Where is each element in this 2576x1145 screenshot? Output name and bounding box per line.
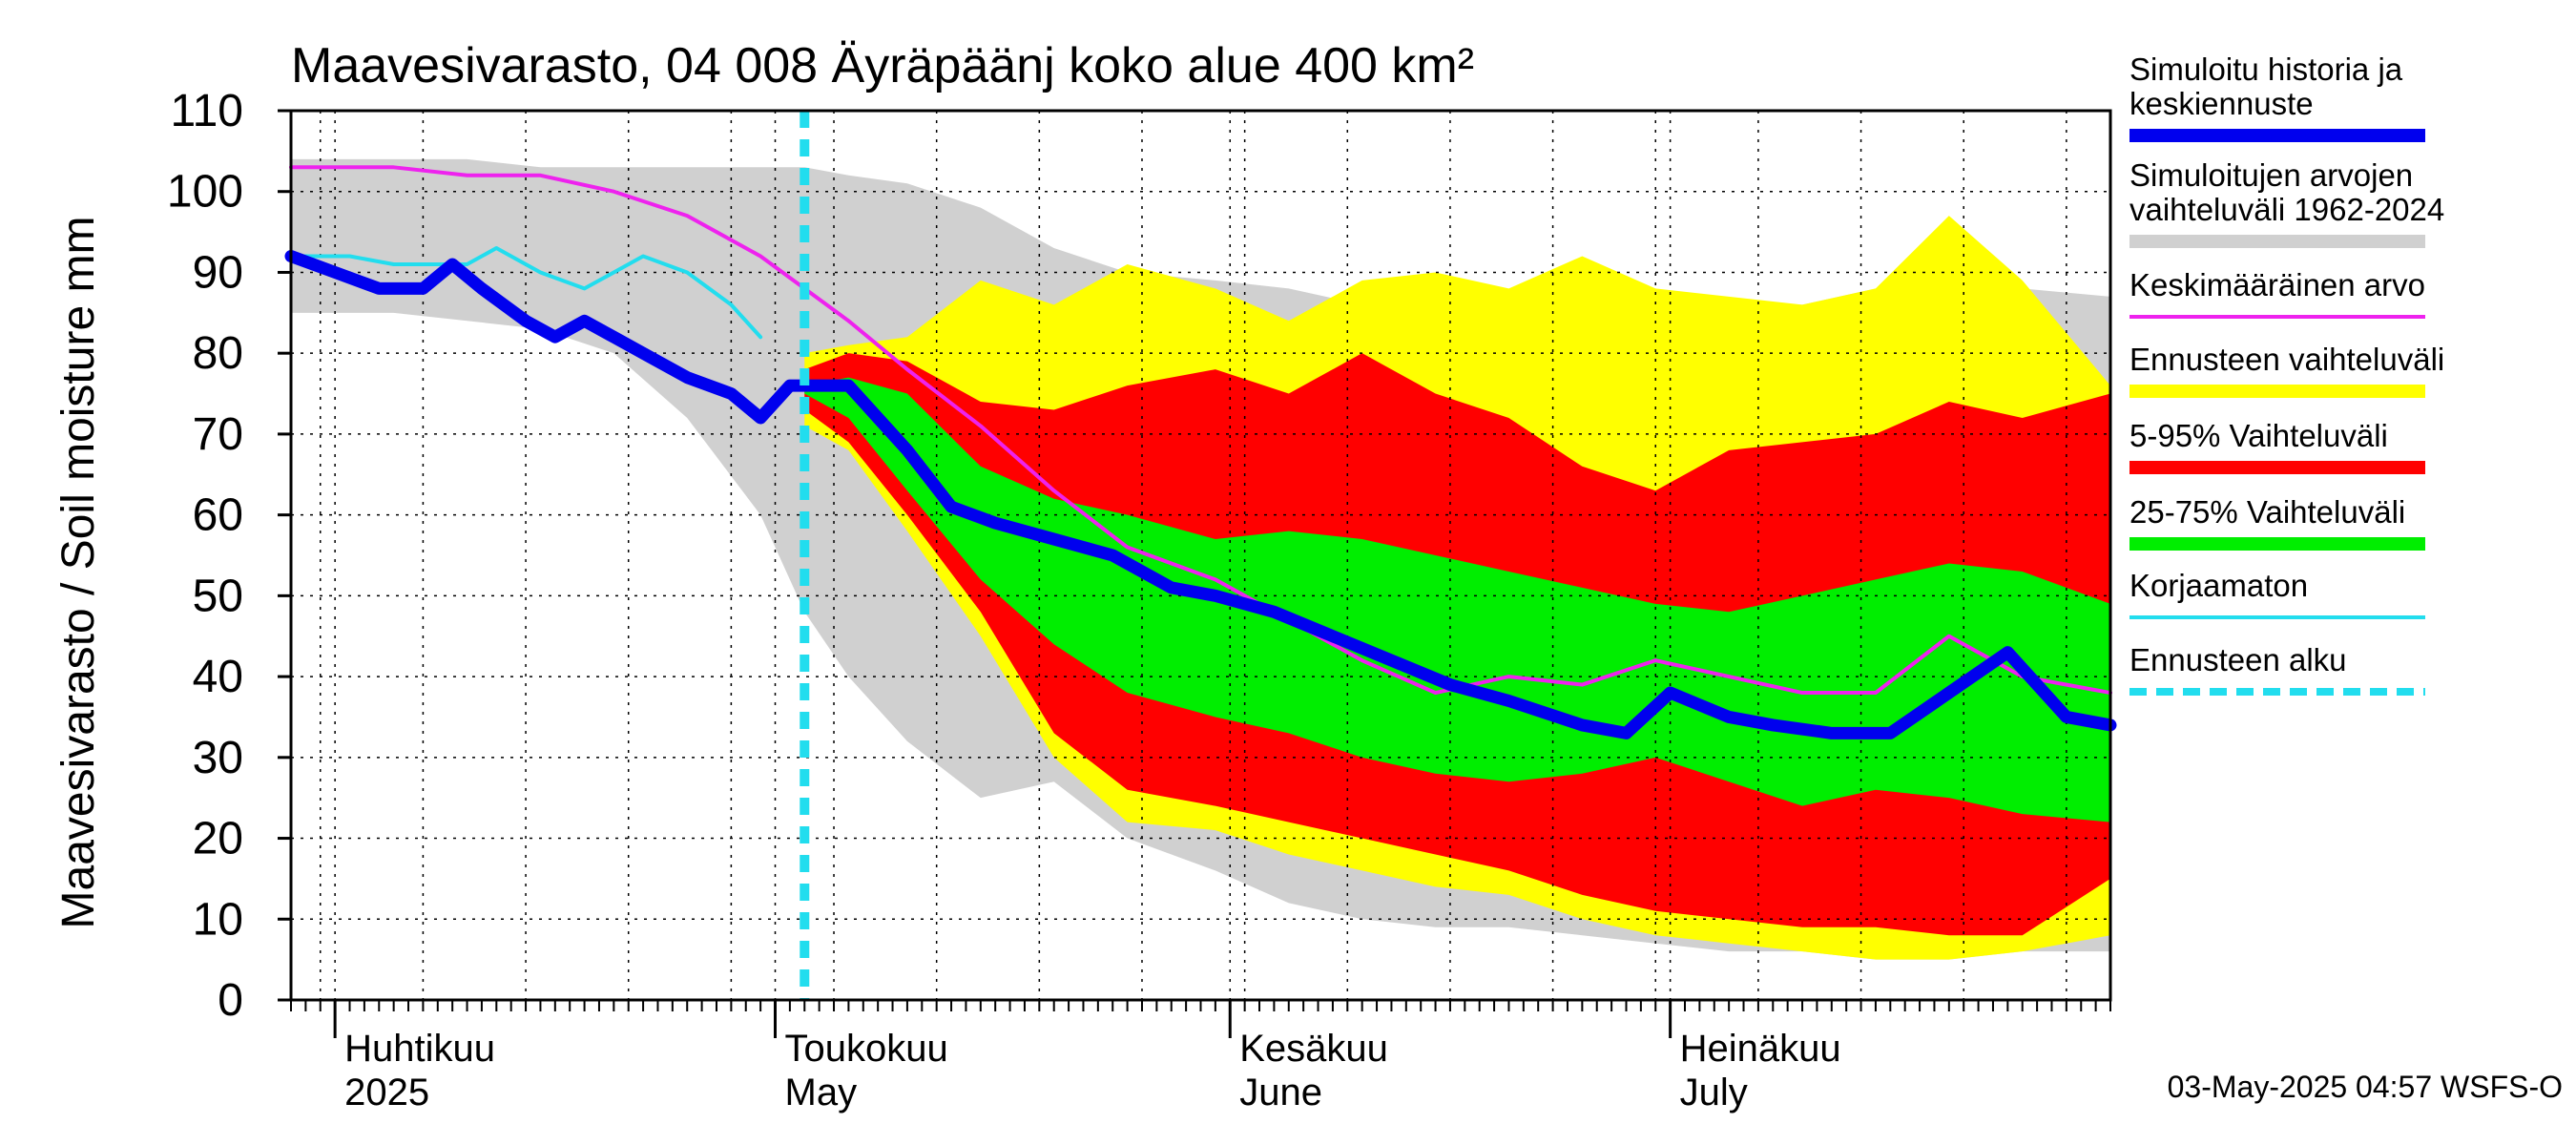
chart-title: Maavesivarasto, 04 008 Äyräpäänj koko al… bbox=[291, 38, 1474, 94]
x-month-sublabel: 2025 bbox=[344, 1072, 429, 1114]
y-tick-label: 40 bbox=[193, 652, 243, 702]
legend-label-line: Keskimääräinen arvo bbox=[2129, 267, 2425, 302]
y-tick-label: 110 bbox=[170, 86, 243, 136]
band-3 bbox=[804, 377, 2110, 822]
x-month-label: Kesäkuu bbox=[1239, 1028, 1388, 1070]
legend-label-line: keskiennuste bbox=[2129, 86, 2314, 121]
legend-label-6: Korjaamaton bbox=[2129, 568, 2308, 603]
y-tick-label: 30 bbox=[193, 733, 243, 783]
legend-label-line: Ennusteen vaihteluväli bbox=[2129, 342, 2444, 377]
legend: Simuloitu historia ja keskiennusteSimuloi… bbox=[2129, 52, 2444, 696]
x-month-sublabel: June bbox=[1239, 1072, 1322, 1114]
x-month-label: Heinäkuu bbox=[1680, 1028, 1841, 1070]
y-tick-label: 80 bbox=[193, 328, 243, 379]
legend-label-4: 5-95% Vaihteluväli bbox=[2129, 418, 2388, 453]
series-line-1 bbox=[289, 246, 763, 340]
timestamp-footer: 03-May-2025 04:57 WSFS-O bbox=[2168, 1070, 2563, 1104]
x-month-label: Toukokuu bbox=[785, 1028, 948, 1070]
legend-label-7: Ennusteen alku bbox=[2129, 642, 2347, 677]
y-tick-label: 20 bbox=[193, 814, 243, 864]
y-axis-label: Maavesivarasto / Soil moisture mm bbox=[53, 217, 104, 929]
legend-label-0: Simuloitu historia ja keskiennuste bbox=[2129, 52, 2403, 121]
y-tick-label: 100 bbox=[167, 167, 243, 218]
x-month-sublabel: May bbox=[785, 1072, 858, 1114]
y-tick-label: 10 bbox=[193, 894, 243, 945]
legend-label-5: 25-75% Vaihteluväli bbox=[2129, 494, 2405, 530]
legend-label-line: Simuloitu historia ja bbox=[2129, 52, 2403, 87]
y-tick-label: 50 bbox=[193, 571, 243, 621]
y-tick-label: 0 bbox=[218, 975, 243, 1026]
legend-label-line: vaihteluväli 1962-2024 bbox=[2129, 192, 2444, 227]
legend-label-3: Ennusteen vaihteluväli bbox=[2129, 342, 2444, 377]
x-month-label: Huhtikuu bbox=[344, 1028, 495, 1070]
series-line-2 bbox=[284, 250, 2117, 739]
lines-layer bbox=[284, 111, 2117, 1000]
y-tick-label: 70 bbox=[193, 409, 243, 460]
legend-label-1: Simuloitujen arvojen vaihteluväli 1962-20… bbox=[2129, 157, 2444, 227]
x-month-sublabel: July bbox=[1680, 1072, 1748, 1114]
legend-label-2: Keskimääräinen arvo bbox=[2129, 267, 2425, 302]
legend-label-line: 5-95% Vaihteluväli bbox=[2129, 418, 2388, 453]
series-line-0 bbox=[289, 165, 2112, 696]
legend-label-line: Simuloitujen arvojen bbox=[2129, 157, 2413, 193]
legend-label-line: Ennusteen alku bbox=[2129, 642, 2347, 677]
y-tick-label: 90 bbox=[193, 247, 243, 298]
legend-label-line: 25-75% Vaihteluväli bbox=[2129, 494, 2405, 530]
legend-label-line: Korjaamaton bbox=[2129, 568, 2308, 603]
y-tick-label: 60 bbox=[193, 490, 243, 541]
